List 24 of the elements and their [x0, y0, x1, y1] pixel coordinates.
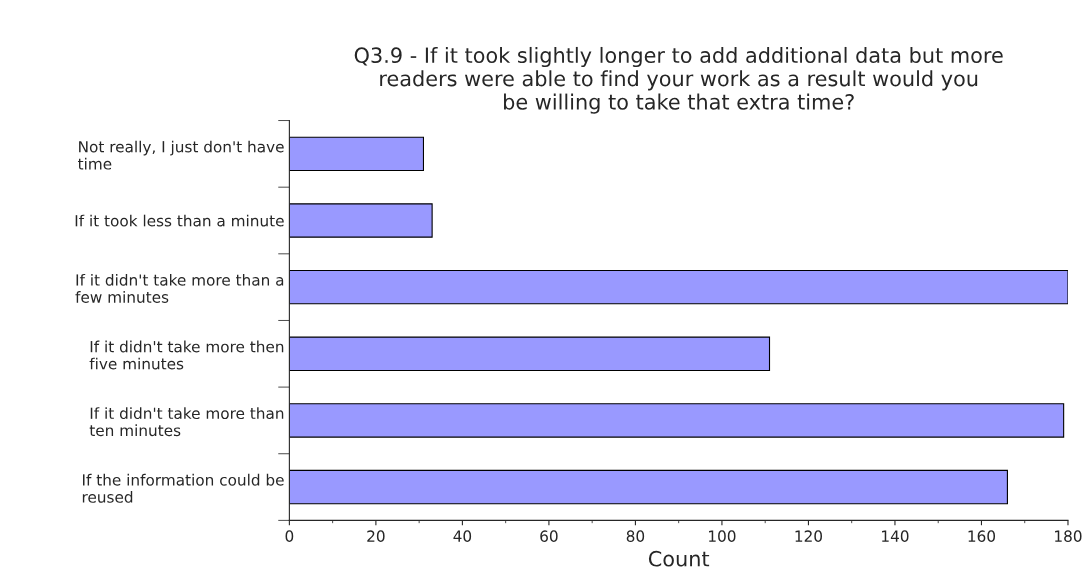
bar: [289, 203, 433, 238]
y-tick-label: If it didn't take more than ten minutes: [89, 407, 284, 437]
chart-title: Q3.9 - If it took slightly longer to add additional data but more readers were able to find your work as a result would you be willing to take that extra time?: [354, 46, 1003, 114]
x-tick-label: 80: [626, 530, 645, 542]
x-axis-title: Count: [648, 550, 710, 567]
bar: [289, 269, 1068, 305]
y-tick-label: If the information could be reused: [82, 473, 284, 503]
x-tick-label: 180: [1055, 530, 1082, 542]
bar: [289, 336, 771, 371]
x-tick-label: 0: [285, 530, 294, 542]
x-tick-label: 60: [540, 530, 558, 542]
x-tick-label: 120: [795, 530, 823, 542]
bar: [289, 136, 425, 172]
y-tick-label: If it didn't take more then five minutes: [89, 340, 284, 370]
x-tick-label: 40: [453, 530, 472, 542]
x-tick-label: 140: [882, 530, 909, 542]
bar: [289, 403, 1065, 438]
x-tick-label: 100: [709, 530, 736, 542]
y-tick-label: If it took less than a minute: [75, 214, 284, 227]
x-tick-label: 160: [968, 530, 996, 542]
bar: [289, 469, 1008, 505]
y-tick-label: Not really, I just don't have time: [78, 140, 284, 170]
x-tick-label: 20: [367, 530, 385, 542]
y-tick-label: If it didn't take more than a few minutes: [75, 273, 284, 303]
